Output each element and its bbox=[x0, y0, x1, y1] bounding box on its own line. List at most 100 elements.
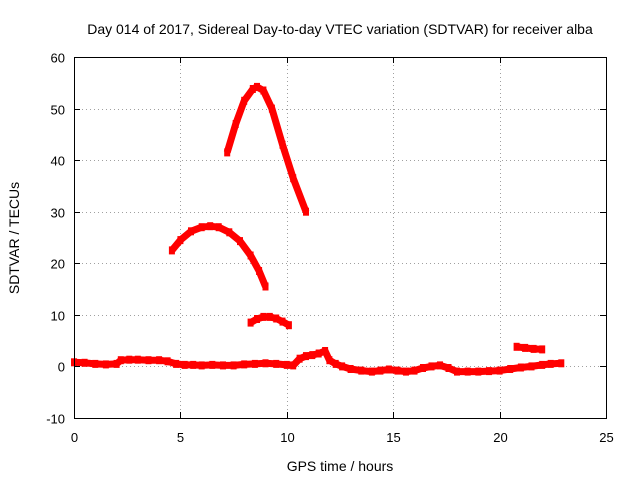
data-point bbox=[273, 314, 280, 323]
data-point bbox=[273, 359, 280, 368]
data-point bbox=[168, 246, 175, 255]
x-tick-label: 25 bbox=[599, 430, 613, 445]
data-series bbox=[71, 82, 565, 376]
data-point bbox=[134, 355, 141, 364]
data-point bbox=[173, 359, 180, 368]
data-point bbox=[188, 227, 194, 236]
data-point bbox=[145, 356, 152, 365]
data-point bbox=[230, 361, 237, 370]
data-point bbox=[220, 361, 226, 370]
data-point bbox=[368, 367, 375, 376]
data-point bbox=[322, 347, 329, 355]
data-point bbox=[198, 223, 205, 232]
y-tick-label: 40 bbox=[51, 154, 65, 169]
data-point bbox=[226, 228, 233, 237]
data-point bbox=[266, 312, 273, 321]
data-point bbox=[126, 355, 133, 364]
data-point bbox=[428, 362, 435, 371]
data-point bbox=[215, 223, 222, 232]
axis-ticks: 0 5 10 15 20 25 -10 0 10 20 30 40 50 60 bbox=[46, 51, 614, 446]
data-point bbox=[445, 364, 452, 372]
data-point bbox=[347, 365, 354, 373]
data-point bbox=[290, 361, 297, 370]
data-point bbox=[224, 148, 231, 157]
data-point bbox=[385, 365, 392, 374]
y-tick-label: 20 bbox=[51, 257, 65, 272]
data-point bbox=[279, 317, 286, 326]
data-point bbox=[260, 312, 267, 321]
x-tick-label: 0 bbox=[71, 430, 78, 445]
data-point bbox=[475, 367, 482, 376]
data-point bbox=[539, 345, 546, 354]
data-point bbox=[377, 366, 384, 375]
data-point bbox=[262, 282, 269, 291]
data-point bbox=[237, 237, 243, 246]
data-point bbox=[232, 120, 239, 128]
data-point bbox=[207, 222, 214, 231]
data-point bbox=[296, 354, 303, 363]
chart-title: Day 014 of 2017, Sidereal Day-to-day VTE… bbox=[87, 21, 593, 37]
data-point bbox=[454, 367, 460, 376]
data-point bbox=[198, 361, 205, 370]
data-point bbox=[394, 366, 401, 375]
x-tick-label: 20 bbox=[493, 430, 507, 445]
data-point bbox=[254, 82, 260, 91]
x-tick-label: 5 bbox=[177, 430, 184, 445]
data-point bbox=[420, 364, 426, 372]
gridlines bbox=[74, 57, 606, 418]
data-point bbox=[496, 366, 503, 375]
data-point bbox=[332, 359, 339, 368]
data-point bbox=[464, 367, 471, 376]
data-point bbox=[303, 207, 309, 216]
data-point bbox=[241, 96, 248, 105]
x-tick-label: 15 bbox=[386, 430, 400, 445]
data-point bbox=[283, 360, 290, 369]
data-point bbox=[254, 315, 260, 323]
data-point bbox=[558, 359, 565, 368]
y-axis-label: SDTVAR / TECUs bbox=[6, 182, 22, 294]
y-tick-label: 0 bbox=[58, 360, 65, 375]
data-point bbox=[190, 360, 197, 369]
data-point bbox=[251, 359, 258, 368]
data-point bbox=[513, 342, 520, 351]
data-point bbox=[303, 352, 309, 361]
y-tick-label: 10 bbox=[51, 309, 65, 324]
data-point bbox=[249, 85, 256, 93]
data-point bbox=[256, 267, 263, 275]
data-point bbox=[117, 356, 124, 365]
data-point bbox=[156, 356, 163, 365]
data-point bbox=[507, 365, 514, 373]
data-point bbox=[241, 360, 248, 369]
data-point bbox=[164, 357, 171, 366]
data-point bbox=[268, 104, 275, 113]
data-point bbox=[411, 366, 418, 375]
y-tick-label: 50 bbox=[51, 103, 65, 118]
data-point bbox=[530, 344, 537, 353]
data-point bbox=[81, 358, 88, 367]
data-point bbox=[262, 359, 269, 368]
data-point bbox=[547, 359, 554, 368]
y-tick-label: -10 bbox=[46, 412, 65, 427]
data-point bbox=[326, 356, 333, 365]
data-point bbox=[437, 361, 443, 370]
data-point bbox=[181, 360, 188, 369]
data-point bbox=[315, 349, 322, 358]
data-point bbox=[92, 359, 99, 368]
data-point bbox=[290, 174, 297, 183]
x-tick-label: 10 bbox=[280, 430, 294, 445]
data-point bbox=[403, 367, 409, 376]
y-tick-label: 30 bbox=[51, 206, 65, 221]
data-point bbox=[113, 359, 120, 368]
plot-frame bbox=[74, 57, 607, 419]
data-point bbox=[517, 363, 524, 372]
series-arc-peak-54 bbox=[223, 83, 310, 213]
data-point bbox=[358, 366, 365, 375]
y-tick-label: 60 bbox=[51, 51, 65, 66]
data-point bbox=[102, 360, 109, 369]
data-point bbox=[285, 321, 292, 330]
data-point bbox=[539, 360, 546, 369]
data-point bbox=[247, 251, 254, 260]
data-point bbox=[522, 343, 529, 352]
